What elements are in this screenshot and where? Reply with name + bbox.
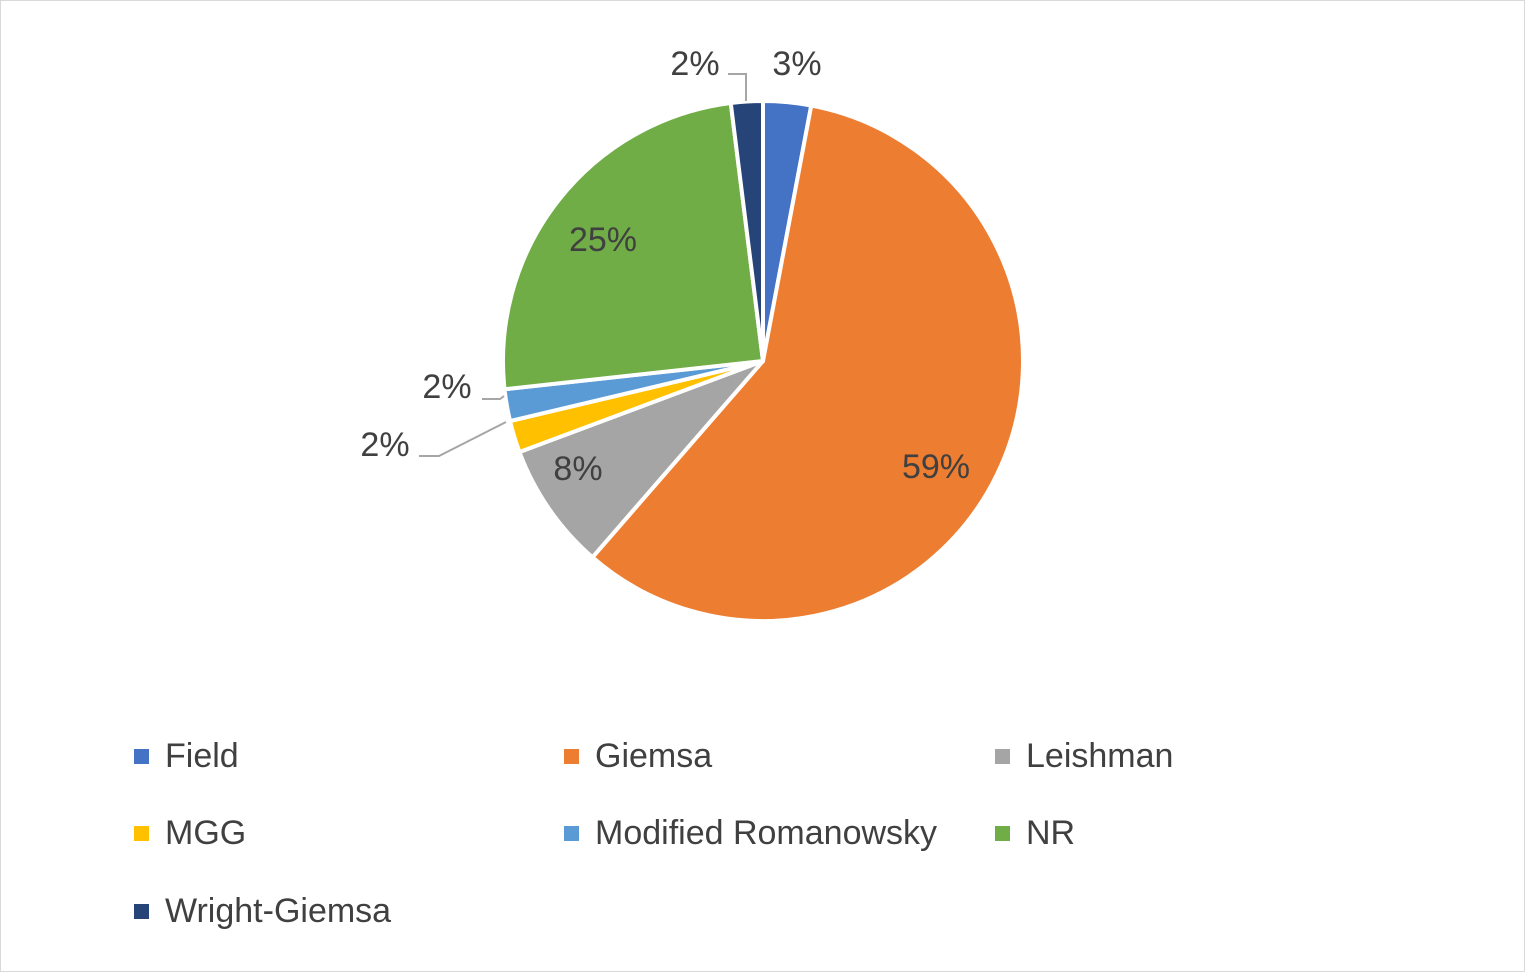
leader-line-wright-giemsa	[728, 73, 747, 101]
pie-slice-leishman	[517, 359, 765, 560]
legend-swatch-nr	[995, 825, 1010, 841]
pie-slice-nr	[501, 101, 765, 392]
legend-item-leishman: Leishman	[995, 736, 1173, 776]
data-label-mgg: 2%	[360, 426, 409, 464]
legend-label-nr: NR	[1026, 813, 1076, 852]
legend-swatch-modified-romanowsky	[564, 825, 579, 841]
legend-item-giemsa: Giemsa	[564, 736, 712, 776]
legend-item-modified-romanowsky: Modified Romanowsky	[564, 813, 937, 853]
data-label-field: 3%	[772, 45, 821, 83]
data-label-modified-romanowsky: 2%	[422, 368, 471, 406]
legend-swatch-wright-giemsa	[134, 903, 149, 919]
pie-slice-giemsa	[590, 103, 1025, 623]
data-label-leishman: 8%	[553, 450, 602, 488]
legend-swatch-giemsa	[564, 748, 579, 764]
legend-swatch-leishman	[995, 748, 1010, 764]
data-label-wright-giemsa: 2%	[670, 45, 719, 83]
legend-swatch-mgg	[134, 825, 149, 841]
legend-label-wright-giemsa: Wright-Giemsa	[165, 891, 392, 930]
legend-label-field: Field	[165, 736, 239, 775]
legend-label-mgg: MGG	[165, 813, 247, 852]
legend-item-nr: NR	[995, 813, 1075, 853]
leader-line-mgg	[419, 421, 507, 457]
data-label-giemsa: 59%	[902, 448, 970, 486]
legend-item-field: Field	[134, 736, 239, 776]
legend-label-leishman: Leishman	[1026, 736, 1174, 775]
legend-item-mgg: MGG	[134, 813, 246, 853]
legend-item-wright-giemsa: Wright-Giemsa	[134, 891, 391, 931]
data-label-nr: 25%	[569, 221, 637, 259]
leader-line-modified-romanowsky	[482, 395, 505, 400]
legend-label-modified-romanowsky: Modified Romanowsky	[595, 813, 938, 852]
pie-slice-wright-giemsa	[728, 99, 765, 363]
legend-swatch-field	[134, 748, 149, 764]
legend-label-giemsa: Giemsa	[595, 736, 713, 775]
